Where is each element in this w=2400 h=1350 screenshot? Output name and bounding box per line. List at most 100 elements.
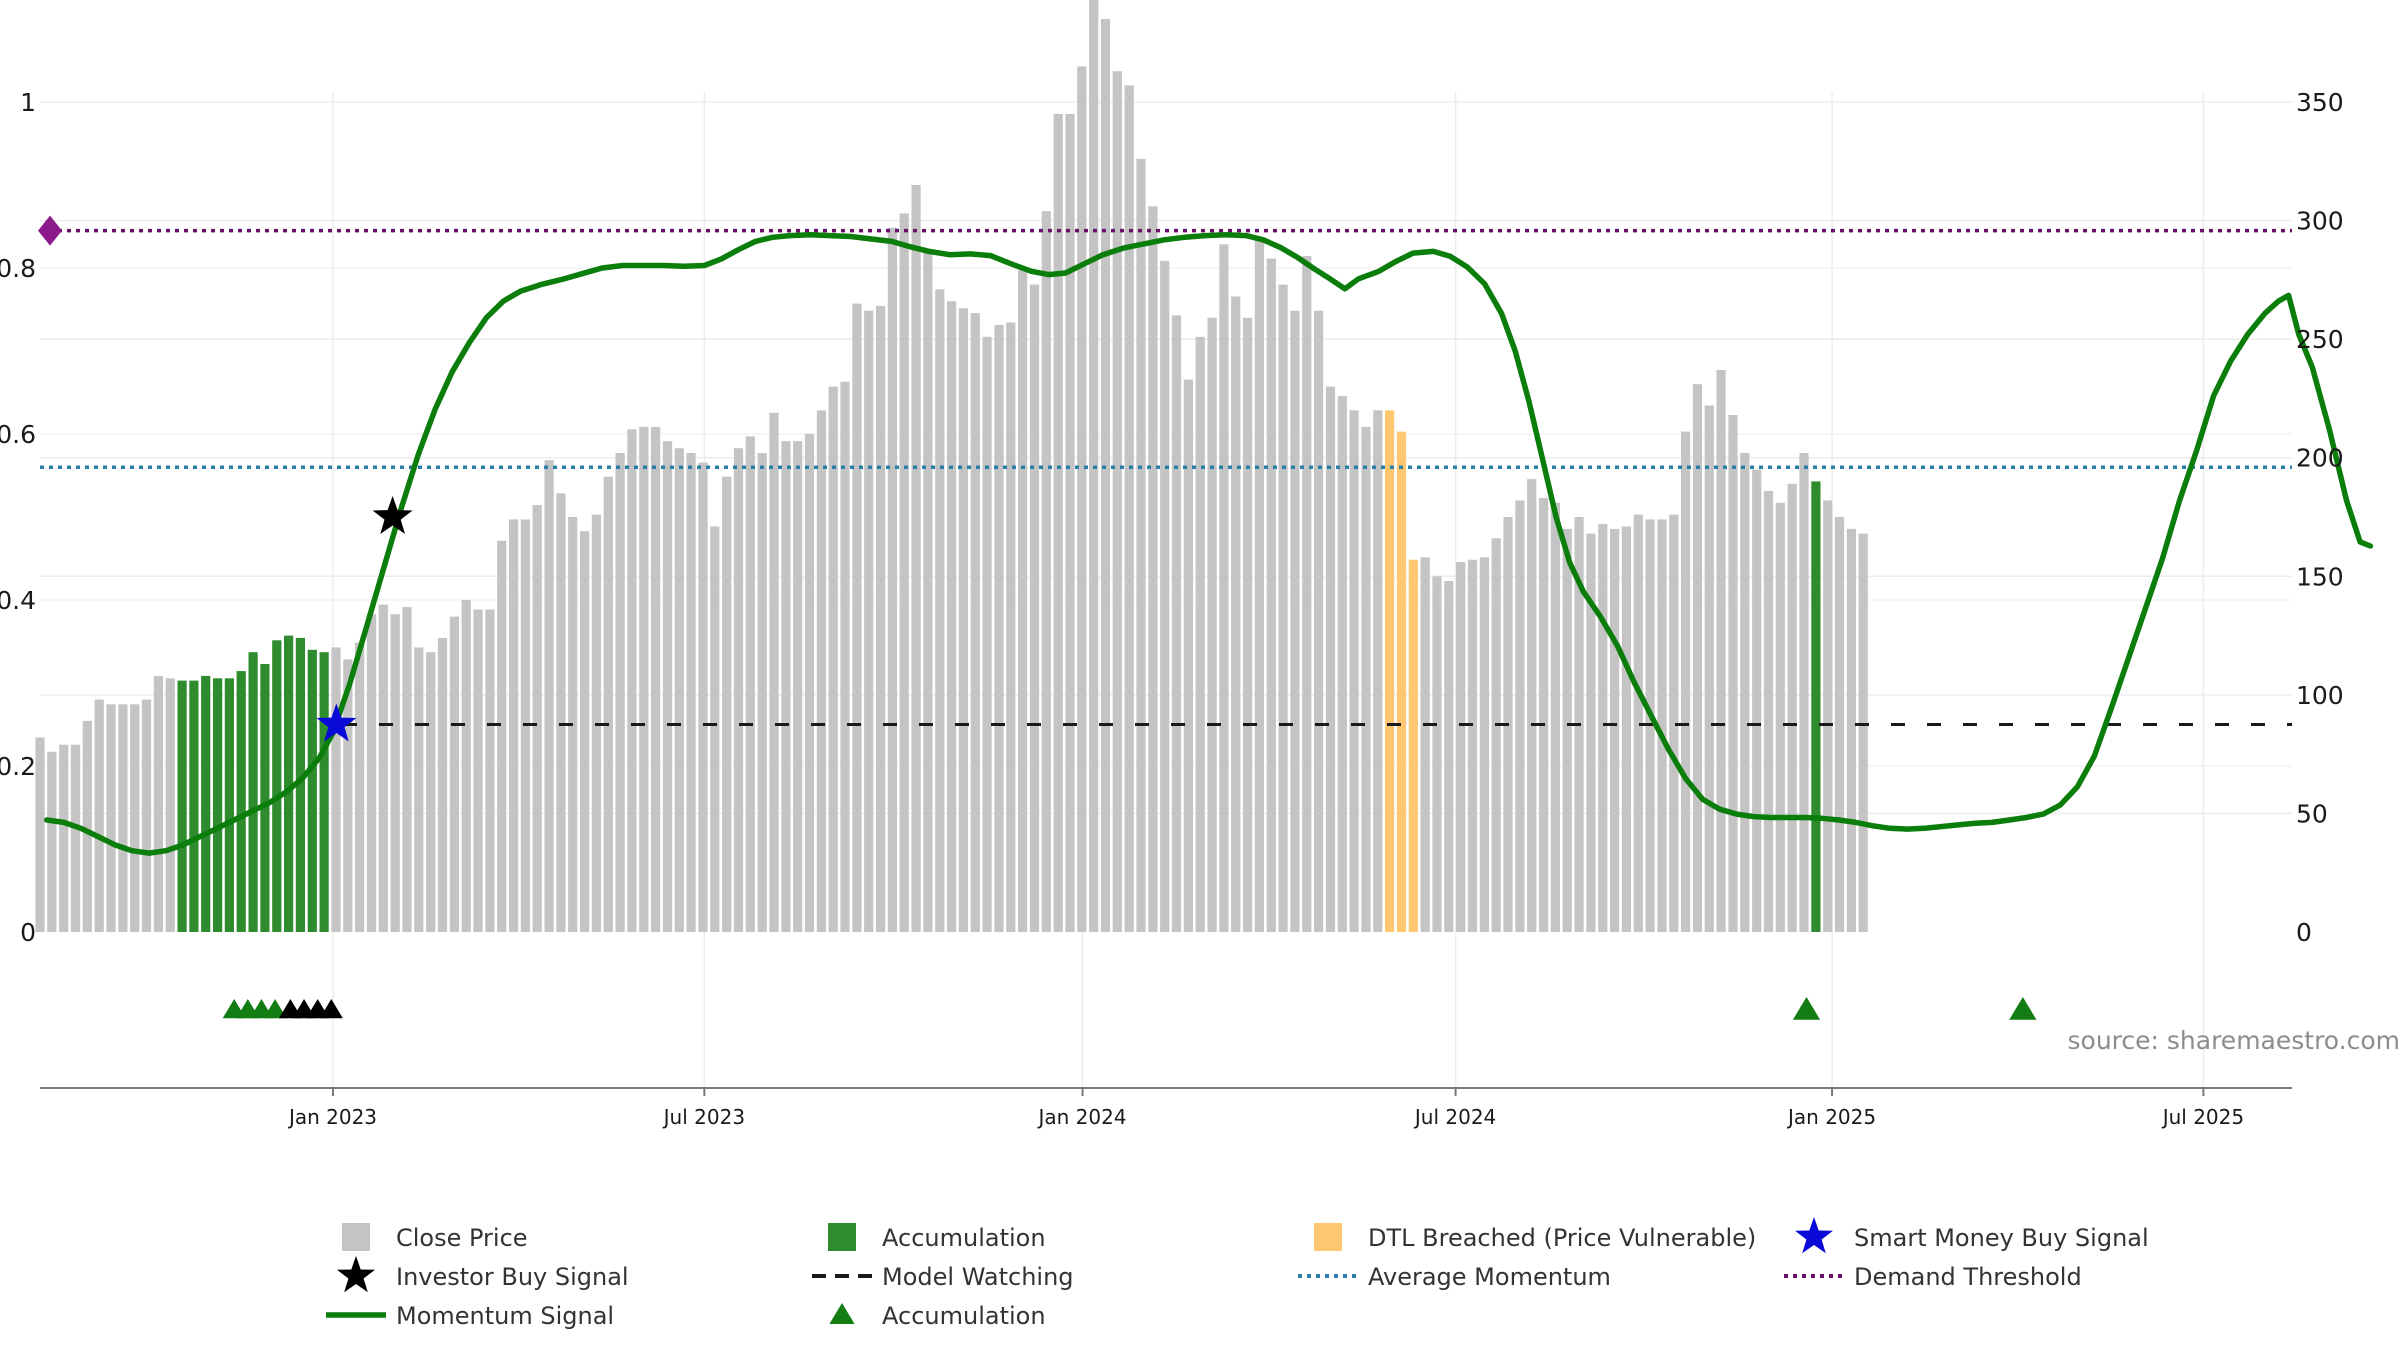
legend-item-dtl: DTL Breached (Price Vulnerable): [1314, 1223, 1756, 1252]
close-price-bar: [153, 675, 163, 932]
close-price-bar: [1100, 19, 1111, 932]
dtl-breached-bar: [1396, 431, 1407, 932]
legend-label-accumulation: Accumulation: [882, 1224, 1046, 1252]
close-price-bar: [698, 462, 708, 932]
close-price-bar: [1515, 500, 1525, 932]
right-axis-tick-label: 100: [2296, 681, 2344, 710]
close-price-bar: [958, 308, 968, 932]
close-price-bar: [864, 310, 874, 932]
close-price-bar: [141, 699, 152, 932]
legend-label-demand: Demand Threshold: [1854, 1263, 2082, 1291]
accumulation-bar: [213, 678, 223, 932]
left-axis-tick-label: 0.6: [0, 420, 36, 449]
close-price-bar: [449, 616, 459, 932]
close-price-bar: [1823, 500, 1833, 932]
accumulation-bar: [260, 664, 270, 932]
close-price-bar: [1254, 239, 1264, 932]
legend-label-triangle: Accumulation: [882, 1302, 1046, 1330]
accumulation-bar: [189, 680, 199, 932]
close-price-bar: [1231, 296, 1241, 932]
close-price-bar: [1302, 256, 1312, 933]
close-price-bar: [935, 289, 945, 932]
accumulation-bar: [177, 680, 187, 932]
accumulation-bar: [319, 652, 329, 932]
close-price-bar: [343, 659, 353, 932]
close-price-bar: [1669, 514, 1679, 932]
close-price-bar: [1633, 514, 1643, 932]
close-price-bar: [1195, 336, 1205, 932]
close-price-bar: [840, 381, 850, 932]
close-price-bar: [1171, 315, 1182, 932]
close-price-bar: [1029, 284, 1040, 933]
close-price-bar: [544, 460, 554, 932]
accumulation-bar: [307, 649, 317, 932]
accumulation-bar: [295, 637, 305, 932]
close-price-bar: [1136, 158, 1146, 932]
close-price-bar: [402, 607, 412, 932]
close-price-bar: [59, 744, 69, 932]
close-price-bar: [911, 185, 921, 932]
close-price-bar: [1527, 479, 1537, 932]
left-axis-tick-label: 0: [20, 918, 36, 947]
close-price-bar: [580, 531, 590, 932]
close-price-bar: [1337, 396, 1347, 933]
legend: Close Price Accumulation DTL Breached (Pri…: [326, 1217, 2149, 1330]
close-price-bar: [1314, 310, 1324, 932]
close-price-bar: [1728, 415, 1738, 932]
close-price-bars: [35, 0, 1868, 933]
accumulation-bar: [1811, 481, 1821, 932]
legend-label-close: Close Price: [396, 1224, 528, 1252]
x-axis-tick-label: Jan 2025: [1786, 1105, 1876, 1129]
accumulation-bar: [284, 635, 294, 932]
close-price-bar: [627, 429, 637, 932]
close-price-bar: [1467, 559, 1478, 932]
close-price-bar: [390, 614, 400, 932]
close-price-bar: [366, 614, 377, 932]
close-price-bar: [1858, 533, 1868, 932]
close-price-bar: [651, 426, 661, 932]
legend-swatch-accumulation: [828, 1223, 856, 1251]
close-price-bar: [1160, 260, 1170, 932]
legend-item-close: Close Price: [342, 1223, 528, 1252]
legend-label-momentum: Momentum Signal: [396, 1302, 614, 1330]
accumulation-bar: [201, 675, 211, 932]
close-price-bar: [1657, 519, 1667, 932]
close-price-bar: [639, 426, 649, 932]
x-axis-tick-label: Jan 2023: [287, 1105, 377, 1129]
close-price-bar: [556, 493, 566, 932]
close-price-bar: [1752, 469, 1762, 932]
legend-item-investor: Investor Buy Signal: [337, 1256, 629, 1293]
accumulation-triangle: [263, 999, 287, 1019]
close-price-bar: [1456, 562, 1466, 932]
close-price-bar: [1479, 557, 1489, 932]
dtl-breached-bar: [1408, 559, 1418, 932]
legend-label-smart_money: Smart Money Buy Signal: [1854, 1224, 2149, 1252]
close-price-bar: [982, 336, 992, 932]
close-price-bar: [1740, 453, 1750, 932]
source-label: source: sharemaestro.com: [2068, 1026, 2400, 1055]
left-axis-tick-label: 1: [20, 88, 36, 117]
close-price-bar: [355, 642, 365, 932]
close-price-bar: [615, 453, 625, 932]
close-price-bar: [674, 448, 684, 932]
close-price-bar: [1610, 528, 1620, 932]
close-price-bar: [165, 678, 175, 932]
close-price-bar: [130, 704, 140, 932]
accumulation-triangle: [1792, 997, 1821, 1020]
legend-swatch-dtl: [1314, 1223, 1342, 1251]
close-price-bar: [1846, 528, 1856, 932]
accumulation-bar: [248, 652, 258, 932]
accumulation-bar: [224, 678, 234, 932]
close-price-bar: [1491, 538, 1501, 932]
close-price-bar: [378, 604, 388, 932]
close-price-bar: [1278, 284, 1288, 933]
close-price-bar: [804, 434, 815, 932]
close-price-bar: [994, 324, 1004, 932]
close-price-bar: [1053, 113, 1063, 932]
close-price-bar: [1006, 322, 1016, 932]
legend-item-demand: Demand Threshold: [1784, 1263, 2082, 1291]
close-price-bar: [1018, 270, 1028, 932]
legend-item-accumulation: Accumulation: [828, 1223, 1046, 1252]
legend-star-investor: [337, 1256, 375, 1293]
